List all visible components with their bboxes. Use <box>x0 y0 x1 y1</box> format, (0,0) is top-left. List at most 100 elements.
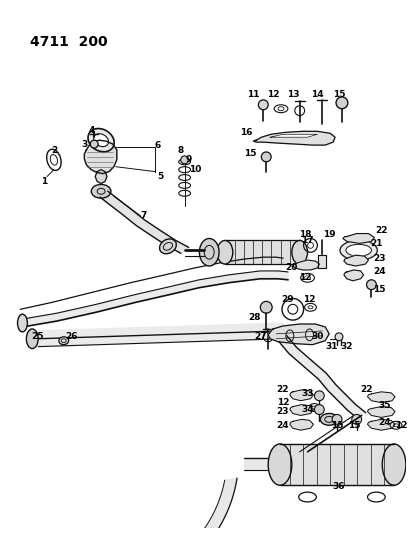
Polygon shape <box>366 392 394 402</box>
Ellipse shape <box>159 239 176 254</box>
Polygon shape <box>270 134 317 137</box>
Text: 15: 15 <box>330 421 342 430</box>
Polygon shape <box>366 407 394 417</box>
Polygon shape <box>343 270 363 281</box>
Text: 30: 30 <box>310 332 323 341</box>
Text: 4711  200: 4711 200 <box>30 35 108 49</box>
Polygon shape <box>279 444 393 485</box>
Text: 2: 2 <box>51 146 57 155</box>
Text: 21: 21 <box>369 239 382 248</box>
Ellipse shape <box>267 444 291 485</box>
Text: 1: 1 <box>41 177 47 186</box>
Text: 36: 36 <box>332 482 344 491</box>
Text: 22: 22 <box>374 226 387 235</box>
Text: 24: 24 <box>377 418 390 427</box>
Text: 18: 18 <box>299 230 311 239</box>
Text: 6: 6 <box>155 141 161 150</box>
Text: 12: 12 <box>299 273 311 282</box>
Circle shape <box>334 333 342 341</box>
Ellipse shape <box>381 444 405 485</box>
Polygon shape <box>100 191 117 204</box>
Polygon shape <box>289 405 312 415</box>
Text: 33: 33 <box>301 389 313 398</box>
Polygon shape <box>260 271 277 279</box>
Circle shape <box>258 100 267 110</box>
Polygon shape <box>168 240 188 253</box>
Circle shape <box>335 97 347 109</box>
Polygon shape <box>0 478 236 533</box>
Text: 14: 14 <box>310 91 323 100</box>
Text: 16: 16 <box>240 128 252 137</box>
Polygon shape <box>337 395 355 410</box>
Text: 27: 27 <box>254 332 266 341</box>
Polygon shape <box>109 198 129 214</box>
Text: 15: 15 <box>244 149 256 158</box>
Polygon shape <box>347 405 365 418</box>
Polygon shape <box>317 373 335 391</box>
Text: 15: 15 <box>332 91 344 100</box>
Text: 24: 24 <box>276 421 289 430</box>
Polygon shape <box>292 260 319 270</box>
Polygon shape <box>279 336 296 353</box>
Text: 22: 22 <box>276 385 288 394</box>
Ellipse shape <box>93 134 108 147</box>
Ellipse shape <box>345 244 371 256</box>
Polygon shape <box>366 419 394 430</box>
Polygon shape <box>342 233 373 244</box>
Text: 12: 12 <box>394 421 406 430</box>
Text: 28: 28 <box>247 313 260 321</box>
Polygon shape <box>38 323 282 346</box>
Polygon shape <box>199 275 228 288</box>
Text: 23: 23 <box>372 254 384 263</box>
Text: 31: 31 <box>325 342 337 351</box>
Polygon shape <box>327 385 345 401</box>
Polygon shape <box>288 348 311 366</box>
Ellipse shape <box>58 337 68 345</box>
Circle shape <box>366 280 375 289</box>
Text: 23: 23 <box>276 407 288 416</box>
Text: 25: 25 <box>31 332 43 341</box>
Ellipse shape <box>18 314 27 332</box>
Text: 8: 8 <box>177 146 183 155</box>
Text: 9: 9 <box>185 155 191 164</box>
Circle shape <box>180 156 188 164</box>
Polygon shape <box>154 232 175 246</box>
Polygon shape <box>228 271 260 282</box>
Text: 24: 24 <box>372 268 385 277</box>
Polygon shape <box>343 255 368 266</box>
Polygon shape <box>289 419 312 430</box>
Polygon shape <box>225 240 299 264</box>
Text: 12: 12 <box>303 295 315 304</box>
Polygon shape <box>289 390 312 401</box>
Polygon shape <box>253 131 334 145</box>
Text: 4: 4 <box>88 126 94 135</box>
Polygon shape <box>57 304 96 321</box>
Polygon shape <box>317 255 326 268</box>
Text: 10: 10 <box>189 165 201 174</box>
Text: 15: 15 <box>348 421 360 430</box>
Text: 15: 15 <box>372 285 384 294</box>
Polygon shape <box>84 140 117 174</box>
Circle shape <box>260 301 272 313</box>
Ellipse shape <box>216 240 232 264</box>
Text: 22: 22 <box>360 385 372 394</box>
Ellipse shape <box>319 414 337 425</box>
Text: 19: 19 <box>322 230 335 239</box>
Polygon shape <box>277 271 287 280</box>
Polygon shape <box>243 458 267 470</box>
Text: 20: 20 <box>285 263 297 272</box>
Ellipse shape <box>26 329 38 349</box>
Text: 26: 26 <box>65 332 78 341</box>
Text: 5: 5 <box>157 172 163 181</box>
Text: 3: 3 <box>81 140 87 149</box>
Polygon shape <box>169 280 199 295</box>
Polygon shape <box>135 287 169 302</box>
Ellipse shape <box>88 128 114 152</box>
Text: 17: 17 <box>301 236 313 245</box>
Circle shape <box>351 415 361 424</box>
Polygon shape <box>121 208 144 225</box>
Text: 12: 12 <box>276 398 288 407</box>
Polygon shape <box>267 324 328 345</box>
Text: 12: 12 <box>266 91 279 100</box>
Polygon shape <box>303 360 326 379</box>
